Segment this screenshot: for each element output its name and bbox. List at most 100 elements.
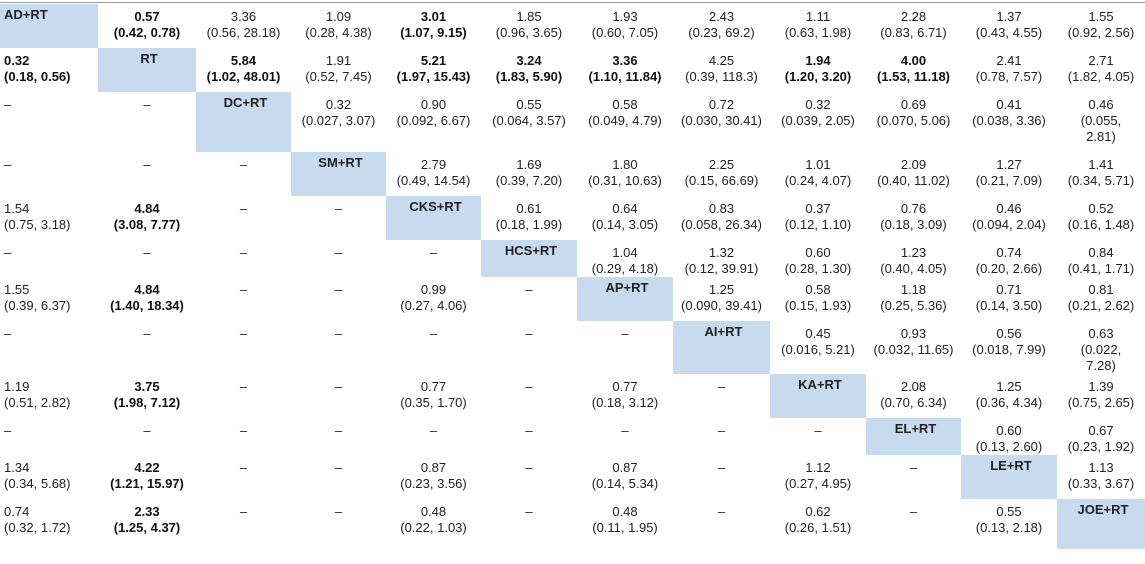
- effect-estimate: 1.18: [900, 282, 927, 297]
- dash-placeholder: –: [334, 201, 343, 216]
- effect-estimate: 4.22: [134, 460, 160, 475]
- diagonal-treatment-cell: AD+RT: [0, 4, 98, 48]
- effect-estimate: 3.36: [230, 9, 257, 24]
- confidence-interval: (0.42, 0.78): [113, 25, 181, 40]
- league-table: AD+RT 0.57 (0.42, 0.78) 3.36 (0.56, 28.18) 1.…: [0, 4, 1145, 549]
- diagonal-treatment-cell: SM+RT: [291, 152, 386, 196]
- comparison-cell: 1.94 (1.20, 3.20): [770, 48, 866, 92]
- comparison-cell: 1.27 (0.21, 7.09): [961, 152, 1057, 196]
- comparison-cell: 3.24 (1.83, 5.90): [481, 48, 577, 92]
- confidence-interval: (0.24, 4.07): [784, 173, 852, 188]
- comparison-cell: 0.69 (0.070, 5.06): [866, 92, 961, 152]
- comparison-cell: 0.77 (0.35, 1.70): [386, 374, 481, 418]
- comparison-cell: 1.39 (0.75, 2.65): [1057, 374, 1145, 418]
- league-table-body: AD+RT 0.57 (0.42, 0.78) 3.36 (0.56, 28.18) 1.…: [0, 4, 1145, 549]
- effect-estimate: 0.90: [420, 97, 447, 112]
- confidence-interval: (1.97, 15.43): [396, 69, 471, 84]
- confidence-interval: (0.23, 1.92): [1067, 439, 1135, 454]
- dash-placeholder: –: [334, 460, 343, 475]
- effect-estimate: 1.11: [805, 9, 831, 24]
- effect-estimate: 0.57: [134, 9, 160, 24]
- confidence-interval: (0.70, 6.34): [880, 395, 947, 410]
- confidence-interval: (0.15, 66.69): [684, 173, 759, 188]
- confidence-interval: (0.058, 26.34): [681, 217, 762, 232]
- empty-comparison-cell: –: [196, 374, 291, 418]
- empty-comparison-cell: –: [0, 92, 98, 152]
- comparison-cell: 1.80 (0.31, 10.63): [577, 152, 673, 196]
- confidence-interval: (0.21, 2.62): [1067, 298, 1135, 313]
- effect-estimate: 2.08: [900, 379, 927, 394]
- table-row: – – – – – – – – – EL+RT 0.60 (0.13, 2.60) 0.67 (0.23,…: [0, 418, 1145, 455]
- effect-estimate: 0.93: [900, 326, 927, 341]
- dash-placeholder: –: [814, 423, 822, 438]
- comparison-cell: 1.12 (0.27, 4.95): [770, 455, 866, 499]
- confidence-interval: (0.18, 1.99): [495, 217, 563, 232]
- confidence-interval: (0.36, 4.34): [975, 395, 1043, 410]
- effect-estimate: 0.55: [996, 504, 1022, 519]
- effect-estimate: 1.55: [1088, 9, 1114, 24]
- treatment-label: AI+RT: [704, 324, 743, 339]
- confidence-interval: (1.83, 5.90): [495, 69, 563, 84]
- comparison-cell: 1.04 (0.29, 4.18): [577, 240, 673, 277]
- effect-estimate: 1.54: [4, 201, 30, 216]
- confidence-interval: (1.25, 4.37): [113, 520, 181, 535]
- confidence-interval: (0.16, 1.48): [1067, 217, 1135, 232]
- empty-comparison-cell: –: [196, 455, 291, 499]
- confidence-interval: (0.34, 5.71): [1067, 173, 1135, 188]
- effect-estimate: 1.91: [325, 53, 352, 68]
- comparison-cell: 0.56 (0.018, 7.99): [961, 321, 1057, 374]
- effect-estimate: 3.75: [134, 379, 160, 394]
- table-row: 1.34 (0.34, 5.68) 4.22 (1.21, 15.97) – –0.87(…: [0, 455, 1145, 499]
- empty-comparison-cell: –: [481, 418, 577, 455]
- comparison-cell: 2.79 (0.49, 14.54): [386, 152, 481, 196]
- comparison-cell: 1.55 (0.92, 2.56): [1057, 4, 1145, 48]
- comparison-cell: 1.54 (0.75, 3.18): [0, 196, 98, 240]
- effect-estimate: 0.55: [516, 97, 542, 112]
- table-row: – – – – – HCS+RT 1.04 (0.29, 4.18) 1.32 (0.12, 39…: [0, 240, 1145, 277]
- empty-comparison-cell: –: [291, 321, 386, 374]
- dash-placeholder: –: [429, 326, 438, 341]
- effect-estimate: 2.79: [420, 157, 447, 172]
- comparison-cell: 0.32 (0.027, 3.07): [291, 92, 386, 152]
- confidence-interval: (0.26, 1.51): [784, 520, 852, 535]
- comparison-cell: 0.64 (0.14, 3.05): [577, 196, 673, 240]
- comparison-cell: 4.00 (1.53, 11.18): [866, 48, 961, 92]
- effect-estimate: 2.71: [1088, 53, 1114, 68]
- confidence-interval: (0.25, 5.36): [880, 298, 947, 313]
- empty-comparison-cell: –: [481, 374, 577, 418]
- effect-estimate: 0.77: [420, 379, 447, 394]
- comparison-cell: 0.77 (0.18, 3.12): [577, 374, 673, 418]
- dash-placeholder: –: [239, 423, 248, 438]
- effect-estimate: 1.85: [516, 9, 542, 24]
- effect-estimate: 0.46: [996, 201, 1022, 216]
- effect-estimate: 2.43: [708, 9, 735, 24]
- effect-estimate: 0.32: [4, 53, 30, 68]
- comparison-cell: 4.84 (3.08, 7.77): [98, 196, 196, 240]
- effect-estimate: 0.87: [420, 460, 447, 475]
- effect-estimate: 1.19: [4, 379, 30, 394]
- diagonal-treatment-cell: EL+RT: [866, 418, 961, 455]
- comparison-cell: 0.76 (0.18, 3.09): [866, 196, 961, 240]
- confidence-interval: (1.20, 3.20): [784, 69, 852, 84]
- effect-estimate: 0.48: [420, 504, 447, 519]
- comparison-cell: 0.60 (0.13, 2.60): [961, 418, 1057, 455]
- effect-estimate: 0.71: [996, 282, 1022, 297]
- comparison-cell: 2.41 (0.78, 7.57): [961, 48, 1057, 92]
- effect-estimate: 1.25: [996, 379, 1022, 394]
- confidence-interval: (0.090, 39.41): [681, 298, 762, 313]
- empty-comparison-cell: –: [0, 418, 98, 455]
- treatment-label: RT: [140, 51, 158, 66]
- confidence-interval: (0.13, 2.60): [975, 439, 1043, 454]
- effect-estimate: 0.76: [900, 201, 927, 216]
- comparison-cell: 0.72 (0.030, 30.41): [673, 92, 770, 152]
- effect-estimate: 1.39: [1088, 379, 1114, 394]
- empty-comparison-cell: –: [386, 240, 481, 277]
- comparison-cell: 0.41 (0.038, 3.36): [961, 92, 1057, 152]
- comparison-cell: 1.25 (0.36, 4.34): [961, 374, 1057, 418]
- dash-placeholder: –: [4, 423, 12, 438]
- effect-estimate: 3.01: [420, 9, 447, 24]
- confidence-interval: (0.39, 118.3): [685, 69, 758, 84]
- dash-placeholder: –: [525, 504, 533, 519]
- dash-placeholder: –: [239, 379, 248, 394]
- comparison-cell: 0.45 (0.016, 5.21): [770, 321, 866, 374]
